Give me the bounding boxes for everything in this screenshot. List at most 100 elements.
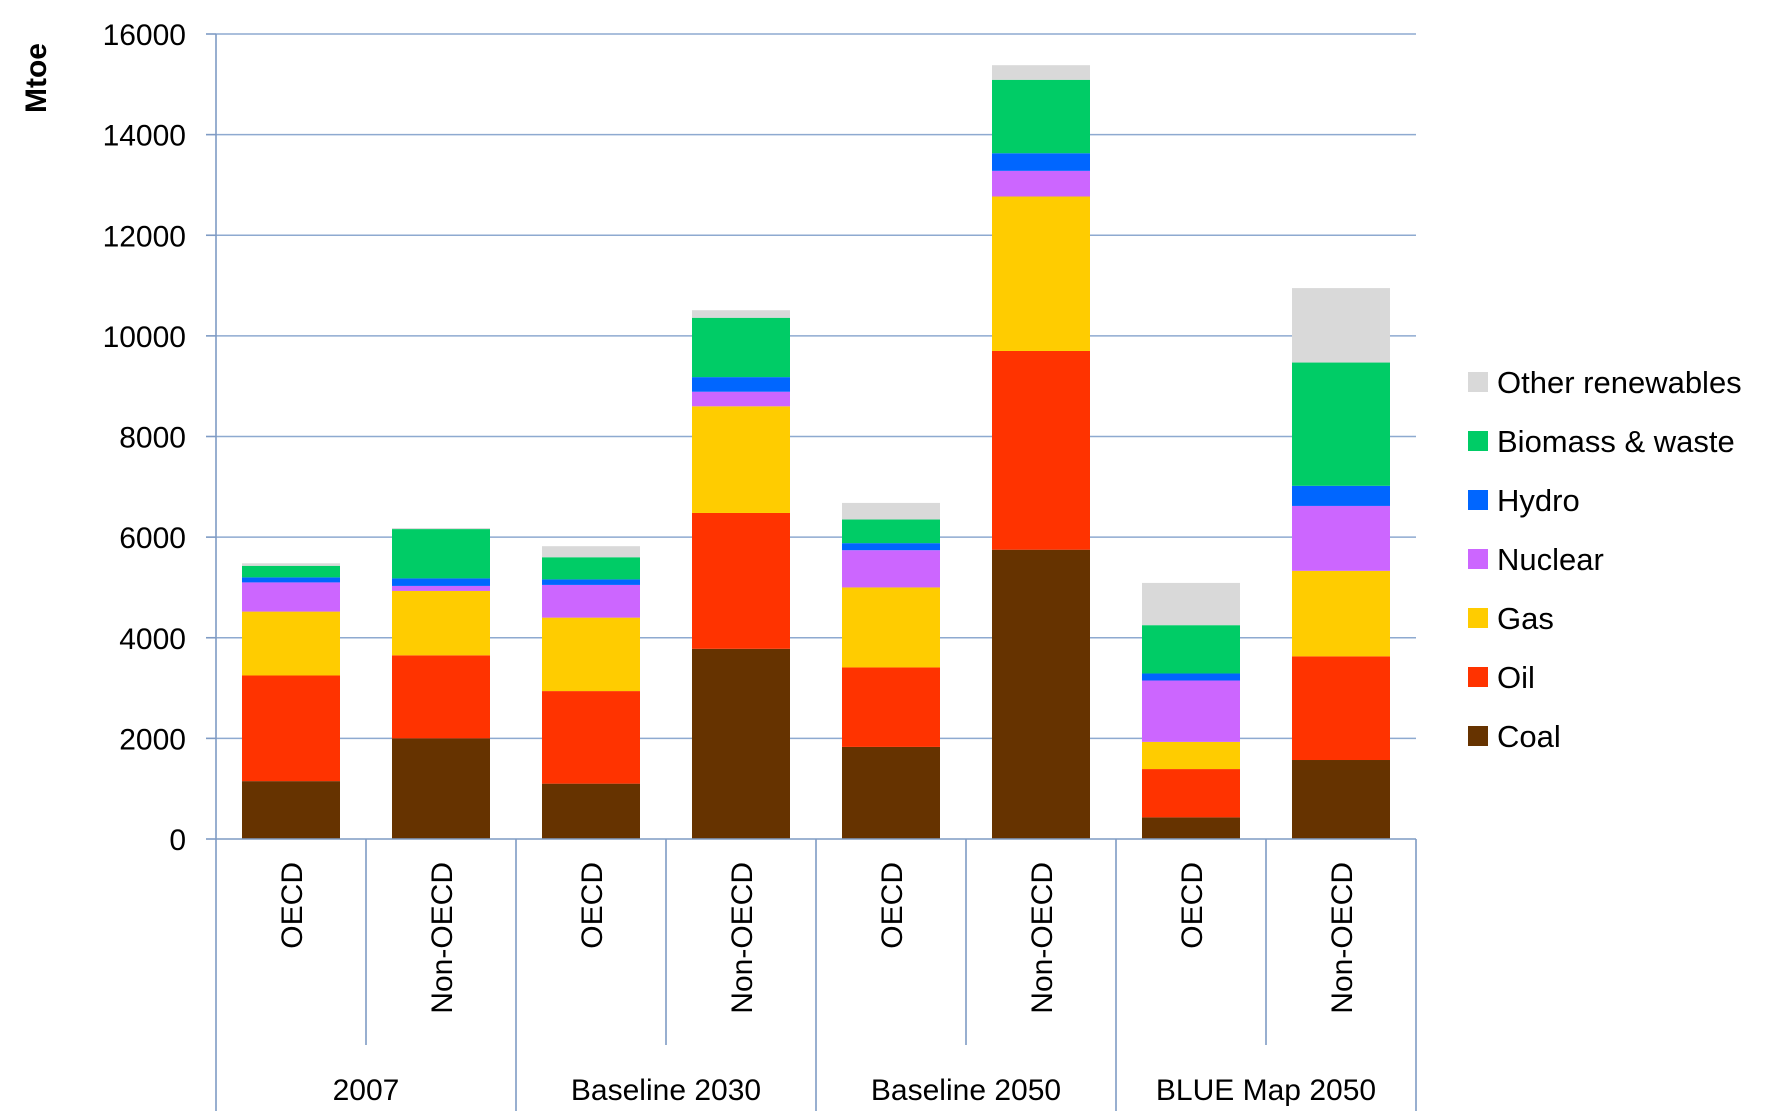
bar-segment-nuclear-2 xyxy=(542,584,640,618)
bar-segment-other-renewables-1 xyxy=(392,528,490,530)
legend-swatch xyxy=(1468,549,1488,569)
group-label: BLUE Map 2050 xyxy=(1156,1074,1376,1107)
legend-label: Gas xyxy=(1497,601,1554,636)
legend-swatch xyxy=(1468,726,1488,746)
y-tick-label: 2000 xyxy=(119,723,186,756)
y-tick-label: 0 xyxy=(169,824,186,857)
y-tick-label: 8000 xyxy=(119,422,186,455)
bar-segment-other-renewables-2 xyxy=(542,546,640,558)
bar-segment-coal-6 xyxy=(1142,817,1240,839)
y-tick-label: 4000 xyxy=(119,623,186,656)
axes xyxy=(206,33,1417,1111)
bar-segment-gas-4 xyxy=(842,587,940,668)
legend: Other renewables Biomass & waste Hydro Nucl… xyxy=(1468,365,1742,754)
legend-swatch xyxy=(1468,490,1488,510)
category-label: OECD xyxy=(276,862,309,949)
legend-label: Coal xyxy=(1497,719,1561,754)
bar-segment-coal-3 xyxy=(692,648,790,839)
bar-segment-nuclear-3 xyxy=(692,391,790,407)
bar-segment-coal-2 xyxy=(542,783,640,839)
bar-segment-hydro-4 xyxy=(842,543,940,551)
bar-segment-gas-6 xyxy=(1142,741,1240,770)
bar-segment-nuclear-6 xyxy=(1142,680,1240,742)
category-label: Non-OECD xyxy=(1326,862,1359,1014)
bar-segment-oil-7 xyxy=(1292,656,1390,761)
bar-segment-hydro-2 xyxy=(542,579,640,585)
bar-segment-biomass-waste-0 xyxy=(242,565,340,578)
y-tick-labels: 0 2000 4000 6000 8000 10000 12000 14000 16000 xyxy=(103,19,186,857)
legend-label: Other renewables xyxy=(1497,365,1742,400)
bar-segment-other-renewables-5 xyxy=(992,65,1090,80)
legend-label: Hydro xyxy=(1497,483,1580,518)
bar-segment-coal-5 xyxy=(992,549,1090,839)
bar-segment-hydro-3 xyxy=(692,377,790,392)
legend-item-hydro: Hydro xyxy=(1468,483,1580,518)
legend-swatch xyxy=(1468,667,1488,687)
bar-segment-other-renewables-0 xyxy=(242,563,340,566)
bar-segment-biomass-waste-7 xyxy=(1292,362,1390,486)
legend-swatch xyxy=(1468,608,1488,628)
bar-segment-gas-7 xyxy=(1292,570,1390,657)
bar-segment-coal-7 xyxy=(1292,760,1390,839)
bar-segment-oil-3 xyxy=(692,512,790,649)
bar-segment-gas-5 xyxy=(992,196,1090,351)
bar-segment-oil-2 xyxy=(542,691,640,784)
bar-segment-oil-1 xyxy=(392,655,490,739)
category-label: OECD xyxy=(576,862,609,949)
bar-segment-biomass-waste-1 xyxy=(392,529,490,579)
legend-label: Oil xyxy=(1497,660,1535,695)
legend-label: Nuclear xyxy=(1497,542,1604,577)
category-label: Non-OECD xyxy=(1026,862,1059,1014)
y-tick-label: 12000 xyxy=(103,220,186,253)
bar-segment-coal-0 xyxy=(242,781,340,839)
bar-segment-nuclear-7 xyxy=(1292,505,1390,571)
bar-segment-biomass-waste-2 xyxy=(542,557,640,580)
legend-item-other-renewables: Other renewables xyxy=(1468,365,1742,400)
bar-segment-biomass-waste-4 xyxy=(842,519,940,544)
bar-segment-nuclear-1 xyxy=(392,585,490,591)
bar-segment-hydro-6 xyxy=(1142,673,1240,681)
y-tick-label: 16000 xyxy=(103,19,186,52)
legend-swatch xyxy=(1468,372,1488,392)
bar-segment-other-renewables-6 xyxy=(1142,582,1240,626)
y-tick-label: 6000 xyxy=(119,522,186,555)
legend-label: Biomass & waste xyxy=(1497,424,1735,459)
bar-segment-gas-2 xyxy=(542,617,640,692)
category-labels: OECD Non-OECD OECD Non-OECD OECD Non-OECD OECD… xyxy=(276,862,1376,1107)
group-label: 2007 xyxy=(333,1074,400,1107)
category-label: Non-OECD xyxy=(426,862,459,1014)
bar-segment-oil-4 xyxy=(842,667,940,747)
bar-segment-oil-5 xyxy=(992,350,1090,550)
bar-segment-nuclear-4 xyxy=(842,550,940,588)
y-tick-label: 14000 xyxy=(103,120,186,153)
bar-segment-biomass-waste-6 xyxy=(1142,625,1240,674)
legend-item-nuclear: Nuclear xyxy=(1468,542,1604,577)
bar-segment-hydro-5 xyxy=(992,153,1090,171)
bar-segment-gas-3 xyxy=(692,406,790,513)
bar-segment-hydro-1 xyxy=(392,578,490,586)
legend-swatch xyxy=(1468,431,1488,451)
bar-segment-hydro-0 xyxy=(242,577,340,583)
bar-segment-nuclear-0 xyxy=(242,582,340,612)
y-tick-label: 10000 xyxy=(103,321,186,354)
category-label: OECD xyxy=(876,862,909,949)
group-label: Baseline 2050 xyxy=(871,1074,1061,1107)
legend-item-oil: Oil xyxy=(1468,660,1535,695)
bar-segment-other-renewables-3 xyxy=(692,310,790,318)
bars xyxy=(242,65,1390,839)
bar-segment-biomass-waste-5 xyxy=(992,79,1090,154)
bar-segment-other-renewables-4 xyxy=(842,502,940,520)
bar-segment-hydro-7 xyxy=(1292,485,1390,506)
bar-segment-oil-0 xyxy=(242,675,340,782)
bar-segment-gas-1 xyxy=(392,590,490,656)
bar-segment-nuclear-5 xyxy=(992,170,1090,197)
bar-segment-gas-0 xyxy=(242,611,340,676)
category-label: OECD xyxy=(1176,862,1209,949)
bar-segment-biomass-waste-3 xyxy=(692,317,790,378)
legend-item-biomass-waste: Biomass & waste xyxy=(1468,424,1735,459)
bar-segment-coal-1 xyxy=(392,738,490,839)
legend-item-gas: Gas xyxy=(1468,601,1554,636)
category-label: Non-OECD xyxy=(726,862,759,1014)
bar-segment-other-renewables-7 xyxy=(1292,288,1390,363)
